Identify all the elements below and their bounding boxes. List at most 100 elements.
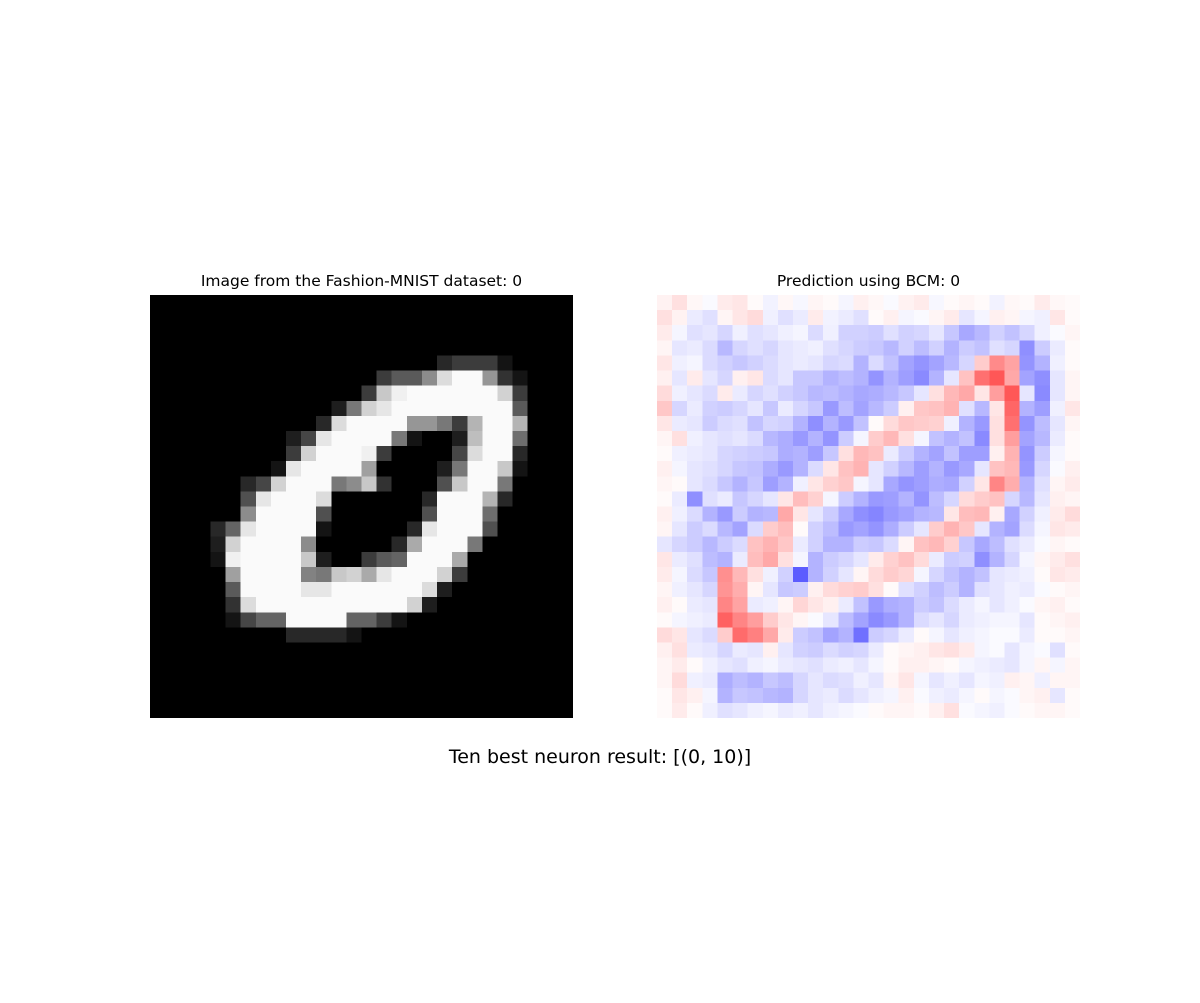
input-pixel-cell (437, 566, 453, 583)
prediction-pixel-cell (898, 476, 915, 492)
prediction-pixel-cell (792, 430, 809, 447)
prediction-pixel-cell (1049, 295, 1066, 311)
input-pixel-cell (301, 672, 317, 689)
input-pixel-cell (255, 400, 272, 417)
prediction-pixel-cell (1019, 566, 1035, 583)
prediction-pixel-cell (1019, 340, 1035, 356)
prediction-pixel-cell (1049, 415, 1066, 432)
input-pixel-cell (452, 566, 468, 583)
input-pixel-cell (301, 491, 317, 507)
prediction-pixel-cell (1049, 355, 1066, 371)
input-pixel-cell (542, 446, 559, 462)
input-pixel-cell (527, 310, 544, 326)
prediction-pixel-cell (913, 446, 930, 462)
prediction-pixel-cell (838, 687, 854, 704)
input-pixel-cell (452, 612, 468, 628)
input-pixel-cell (180, 476, 196, 492)
input-pixel-cell (376, 521, 393, 538)
prediction-pixel-cell (702, 476, 718, 492)
prediction-pixel-cell (1004, 355, 1020, 371)
input-pixel-cell (361, 627, 377, 643)
prediction-pixel-cell (732, 476, 748, 492)
prediction-pixel-cell (989, 687, 1005, 704)
prediction-pixel-cell (792, 566, 809, 583)
prediction-pixel-cell (672, 521, 688, 538)
input-pixel-cell (301, 446, 317, 462)
prediction-pixel-cell (717, 582, 733, 598)
input-pixel-cell (391, 551, 408, 568)
input-pixel-cell (210, 506, 226, 522)
prediction-pixel-cell (747, 491, 764, 507)
prediction-pixel-cell (898, 687, 915, 704)
input-pixel-cell (316, 461, 332, 477)
prediction-pixel-cell (868, 415, 884, 432)
input-pixel-cell (452, 310, 468, 326)
prediction-pixel-cell (944, 687, 960, 704)
input-pixel-cell (210, 385, 226, 402)
input-pixel-cell (512, 551, 528, 568)
prediction-pixel-cell (1004, 627, 1020, 643)
input-pixel-cell (542, 325, 559, 341)
input-pixel-cell (452, 385, 468, 402)
prediction-pixel-cell (808, 430, 824, 447)
prediction-pixel-cell (1019, 476, 1035, 492)
prediction-pixel-cell (792, 370, 809, 386)
input-pixel-cell (346, 551, 362, 568)
input-pixel-cell (527, 461, 544, 477)
prediction-pixel-cell (1034, 310, 1051, 326)
prediction-pixel-cell (1034, 340, 1051, 356)
input-pixel-cell (150, 430, 166, 447)
input-pixel-cell (406, 325, 423, 341)
input-pixel-cell (482, 295, 498, 311)
prediction-pixel-cell (944, 627, 960, 643)
prediction-pixel-cell (808, 370, 824, 386)
input-pixel-cell (195, 672, 211, 689)
input-pixel-cell (240, 506, 257, 522)
input-pixel-cell (210, 370, 226, 386)
input-pixel-cell (210, 295, 226, 311)
input-pixel-cell (406, 551, 423, 568)
input-pixel-cell (497, 702, 513, 718)
prediction-pixel-cell (989, 400, 1005, 417)
prediction-pixel-cell (1049, 582, 1066, 598)
input-pixel-cell (165, 295, 181, 311)
prediction-pixel-cell (1004, 446, 1020, 462)
input-pixel-cell (255, 506, 272, 522)
input-pixel-cell (316, 370, 332, 386)
input-pixel-cell (165, 657, 181, 673)
input-pixel-cell (210, 597, 226, 613)
prediction-pixel-cell (898, 461, 915, 477)
input-pixel-cell (376, 672, 393, 689)
prediction-pixel-cell (1049, 385, 1066, 402)
input-pixel-cell (270, 657, 287, 673)
prediction-pixel-cell (687, 566, 703, 583)
input-pixel-cell (240, 687, 257, 704)
input-pixel-cell (316, 506, 332, 522)
input-pixel-cell (346, 566, 362, 583)
input-pixel-cell (195, 385, 211, 402)
prediction-pixel-cell (1034, 672, 1051, 689)
prediction-pixel-cell (898, 642, 915, 658)
input-pixel-cell (467, 461, 483, 477)
prediction-pixel-cell (1049, 476, 1066, 492)
input-pixel-cell (361, 461, 377, 477)
input-pixel-cell (301, 642, 317, 658)
input-pixel-cell (361, 400, 377, 417)
input-pixel-cell (361, 476, 377, 492)
prediction-pixel-cell (868, 687, 884, 704)
prediction-pixel-cell (853, 310, 869, 326)
prediction-pixel-cell (747, 612, 764, 628)
prediction-pixel-cell (808, 657, 824, 673)
prediction-pixel-cell (808, 582, 824, 598)
input-pixel-cell (497, 385, 513, 402)
prediction-pixel-cell (853, 536, 869, 553)
input-pixel-cell (165, 446, 181, 462)
input-pixel-cell (165, 506, 181, 522)
prediction-pixel-cell (1064, 642, 1080, 658)
input-pixel-cell (316, 702, 332, 718)
input-pixel-cell (180, 627, 196, 643)
prediction-pixel-cell (1034, 657, 1051, 673)
prediction-pixel-cell (657, 551, 673, 568)
prediction-pixel-cell (687, 295, 703, 311)
prediction-pixel-cell (868, 566, 884, 583)
